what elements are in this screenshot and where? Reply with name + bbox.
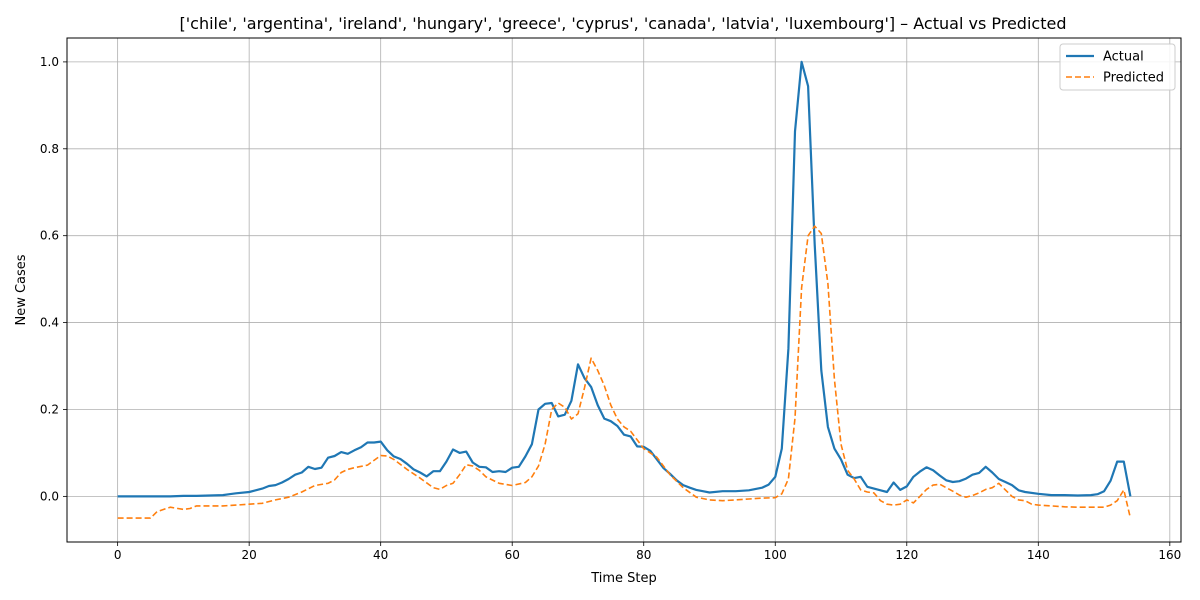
legend: Actual Predicted xyxy=(1059,43,1176,91)
x-tick-label: 100 xyxy=(764,548,787,562)
x-tick-label: 140 xyxy=(1027,548,1050,562)
y-tick-label: 1.0 xyxy=(40,55,59,69)
x-tick-label: 60 xyxy=(505,548,520,562)
series-line-actual xyxy=(117,60,1132,498)
y-tick-label: 0.6 xyxy=(40,229,59,243)
chart-title: ['chile', 'argentina', 'ireland', 'hunga… xyxy=(180,14,1067,33)
y-tick-label: 0.8 xyxy=(40,142,59,156)
series-line-predicted xyxy=(117,225,1132,519)
grid xyxy=(67,38,1181,542)
legend-label: Actual xyxy=(1103,50,1144,65)
x-tick-label: 40 xyxy=(373,548,388,562)
y-tick-label: 0.4 xyxy=(40,316,59,330)
x-tick-label: 160 xyxy=(1158,548,1181,562)
axes: 0 20 40 60 80 100 120 140 160 0.0 0.2 0.4 0.6 0.8 1.0 xyxy=(40,55,1181,562)
x-axis-label: Time Step xyxy=(590,571,657,586)
x-tick-label: 20 xyxy=(242,548,257,562)
y-tick-label: 0.0 xyxy=(40,489,59,503)
y-axis-label: New Cases xyxy=(14,254,29,325)
plot-frame xyxy=(66,37,1182,543)
x-tick-label: 120 xyxy=(895,548,918,562)
y-tick-label: 0.2 xyxy=(40,402,59,416)
x-tick-label: 0 xyxy=(114,548,122,562)
legend-label: Predicted xyxy=(1103,71,1164,86)
x-tick-label: 80 xyxy=(636,548,651,562)
plot-area xyxy=(117,60,1132,519)
